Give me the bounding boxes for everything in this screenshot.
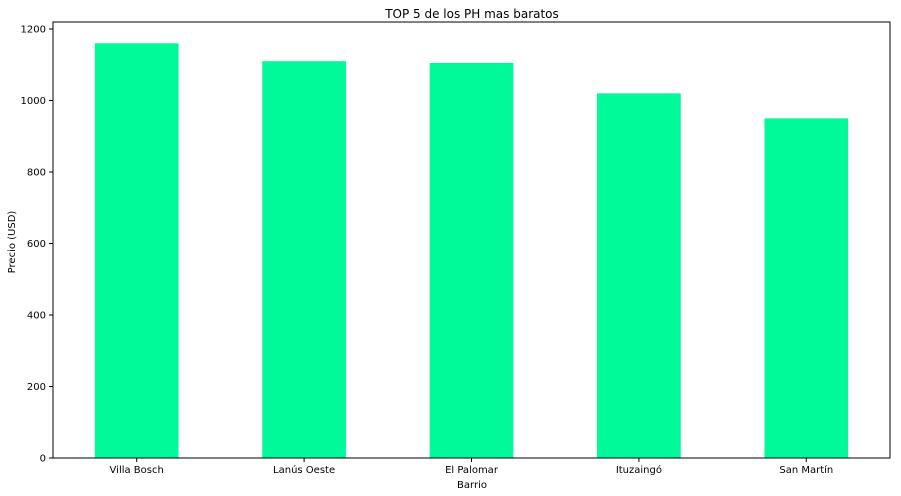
x-tick-label-4: San Martín <box>779 464 833 476</box>
x-tick-label-1: Lanús Oeste <box>273 464 335 476</box>
plot-frame <box>52 21 891 459</box>
bar-1 <box>262 61 346 459</box>
y-tick-label-1: 200 <box>27 382 46 393</box>
x-axis-title: Barrio <box>457 480 487 491</box>
bar-3 <box>597 93 681 458</box>
y-tick-label-3: 600 <box>27 239 46 250</box>
y-tick-label-2: 400 <box>27 311 46 322</box>
x-tick-label-0: Villa Bosch <box>110 465 164 476</box>
bar-2 <box>429 62 514 459</box>
y-tick-label-0: 0 <box>40 454 46 465</box>
y-tick-label-4: 800 <box>27 168 46 179</box>
x-tick-label-2: El Palomar <box>445 465 499 476</box>
chart-title: TOP 5 de los PH mas baratos <box>384 7 559 21</box>
plot-area: Villa Bosch Lanús Oeste El Palomar Ituzaing… <box>21 21 891 476</box>
x-tick-label-3: Ituzaingó <box>616 464 662 476</box>
bar-0 <box>94 43 179 459</box>
y-tick-label-5: 1000 <box>21 96 46 107</box>
y-axis-title: Precio (USD) <box>7 211 18 274</box>
bar-4 <box>764 118 849 458</box>
y-tick-label-6: 1200 <box>21 25 46 36</box>
